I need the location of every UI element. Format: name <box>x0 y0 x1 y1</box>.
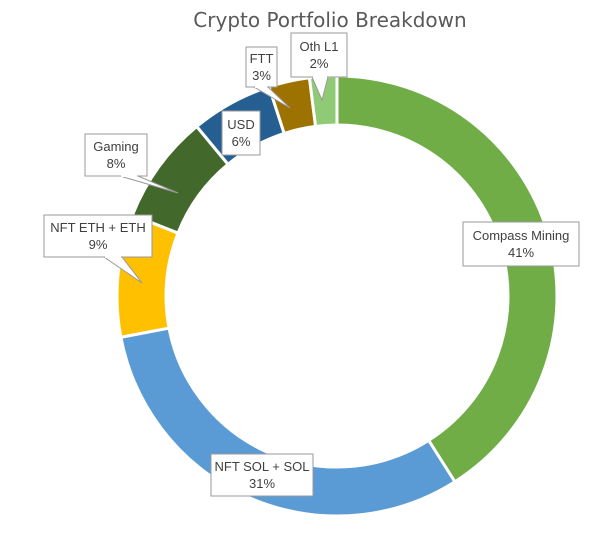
callout-compass-mining: Compass Mining 41% <box>462 221 580 267</box>
callout-box <box>210 453 314 497</box>
slice-label: Compass Mining <box>473 228 570 243</box>
callout-nft-eth-eth: NFT ETH + ETH 9% <box>43 214 153 284</box>
slice-value-label: 8% <box>107 156 126 171</box>
slice-label: FTT <box>250 51 274 66</box>
doughnut-slices <box>115 74 559 518</box>
callout-oth-l1: Oth L1 2% <box>290 32 348 102</box>
slice-label: NFT ETH + ETH <box>50 220 145 235</box>
slice-value-label: 2% <box>310 56 329 71</box>
slice-value-label: 9% <box>89 237 108 252</box>
callout-gaming: Gaming 8% <box>84 133 179 194</box>
slice-label: Oth L1 <box>299 39 338 54</box>
callout-box <box>43 214 153 258</box>
callout-nft-sol-sol: NFT SOL + SOL 31% <box>210 453 314 497</box>
slice-label: NFT SOL + SOL <box>214 459 309 474</box>
slice-value-label: 3% <box>252 68 271 83</box>
slice-compass-mining <box>335 74 559 484</box>
slice-label: Gaming <box>93 139 139 154</box>
callout-box <box>84 133 148 177</box>
slice-value-label: 31% <box>249 476 275 491</box>
slice-label: USD <box>227 117 254 132</box>
callout-box <box>462 221 580 267</box>
callout-box <box>221 110 261 156</box>
data-label-callouts: Compass Mining 41% NFT SOL + SOL 31% NFT ETH… <box>43 32 580 497</box>
chart-title: Crypto Portfolio Breakdown <box>193 8 466 32</box>
callout-ftt: FTT 3% <box>245 46 291 109</box>
slice-value-label: 41% <box>508 245 534 260</box>
callout-usd: USD 6% <box>221 110 261 156</box>
slice-value-label: 6% <box>232 134 251 149</box>
callout-box <box>290 32 348 78</box>
